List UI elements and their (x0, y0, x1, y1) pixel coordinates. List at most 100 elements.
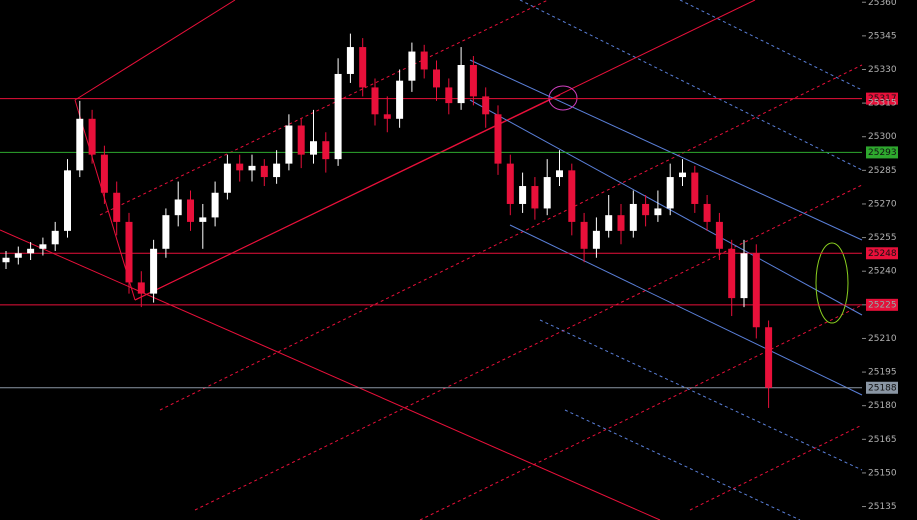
candle-body (728, 248, 736, 299)
candle-body (654, 208, 662, 216)
y-tick-label: 25285 (868, 166, 897, 176)
candle-body (39, 244, 47, 249)
candle-body (691, 172, 699, 204)
channel-line (99, 0, 550, 216)
trend-line (74, 99, 136, 301)
candle-body (666, 177, 674, 209)
candle-body (543, 177, 551, 209)
candle-body (310, 141, 317, 155)
candle-body (580, 221, 588, 249)
candle-body (199, 217, 207, 222)
y-tick-label: 25360 (868, 0, 897, 8)
channel-line (159, 64, 863, 411)
price-label-box (866, 247, 898, 260)
y-tick-label: 25240 (868, 267, 897, 277)
channel-line (519, 0, 863, 171)
y-tick-label: 25180 (868, 401, 897, 411)
channel-line (564, 409, 801, 520)
price-label-box (866, 146, 898, 159)
candle-body (162, 215, 170, 249)
candle-body (14, 253, 22, 258)
trend-line (134, 94, 561, 301)
channel-line (469, 99, 863, 316)
candle-body (482, 96, 490, 115)
candle-body (346, 47, 354, 74)
candle-body (408, 51, 416, 81)
candle-body (88, 118, 96, 155)
channel-line (539, 319, 863, 471)
channel-line (194, 184, 863, 511)
candle-body (433, 69, 440, 88)
candle-body (297, 125, 305, 155)
y-tick-label: 25165 (868, 435, 897, 445)
y-tick-label: 25195 (868, 368, 897, 378)
channel-line (419, 304, 863, 520)
channel-line (679, 0, 863, 91)
candle-body (383, 114, 391, 119)
y-tick-label: 25150 (868, 468, 897, 478)
channel-line (469, 59, 863, 241)
candle-body (396, 80, 404, 119)
marker-ellipse (548, 85, 578, 111)
candle-body (445, 87, 453, 104)
trend-line (0, 229, 661, 520)
candle-body (642, 203, 650, 216)
price-label: 25293 (868, 148, 897, 158)
candle-body (629, 203, 637, 231)
marker-ellipse (815, 242, 849, 324)
candle-body (322, 141, 330, 160)
candle-body (679, 172, 686, 178)
candle-body (506, 163, 514, 204)
y-tick-label: 25255 (868, 233, 897, 243)
candle-body (51, 230, 59, 245)
y-tick-label: 25225 (868, 300, 897, 310)
y-tick-label: 25270 (868, 199, 897, 209)
candle-body (285, 125, 293, 164)
price-lines: 25317 25293 25248 25225 25188 (0, 92, 898, 394)
price-label: 25317 (868, 94, 897, 104)
candle-body (457, 65, 465, 104)
y-tick-label: 25210 (868, 334, 897, 344)
candle-body (236, 163, 244, 171)
candle-body (715, 221, 723, 249)
candle-body (260, 165, 268, 178)
y-tick-label: 25135 (868, 502, 897, 512)
candle-body (359, 47, 367, 88)
candle-body (371, 87, 379, 115)
candle-body (273, 163, 281, 178)
y-tick-label: 25315 (868, 99, 897, 109)
candle-body (752, 253, 760, 328)
candle-body (248, 165, 256, 171)
price-label: 25188 (868, 383, 897, 393)
candle-body (531, 186, 539, 209)
candle-body (211, 192, 219, 218)
candle-body (150, 248, 158, 294)
candle-body (64, 170, 71, 231)
candle-body (113, 192, 121, 222)
candle-body (469, 65, 477, 97)
price-label-box (866, 381, 898, 394)
price-label: 25248 (868, 249, 897, 259)
candles (2, 33, 773, 408)
price-label-box (866, 92, 898, 105)
candle-body (617, 215, 625, 231)
candle-body (187, 199, 194, 222)
candle-body (703, 203, 711, 222)
y-tick-label: 25345 (868, 31, 897, 41)
candle-body (605, 215, 613, 231)
candle-body (223, 163, 231, 193)
candle-body (494, 114, 502, 164)
candle-body (174, 199, 182, 216)
channel-line (689, 424, 863, 511)
candle-body (27, 248, 35, 254)
candle-body (137, 282, 145, 294)
y-tick-label: 25330 (868, 65, 897, 75)
candle-body (519, 186, 527, 204)
candle-body (100, 154, 108, 193)
price-label-box (866, 298, 898, 311)
candle-body (740, 253, 748, 299)
price-axis: 25360 25345 25330 25315 25300 25285 25270 25255… (862, 0, 897, 512)
candle-body (420, 51, 428, 70)
candle-body (556, 170, 563, 178)
